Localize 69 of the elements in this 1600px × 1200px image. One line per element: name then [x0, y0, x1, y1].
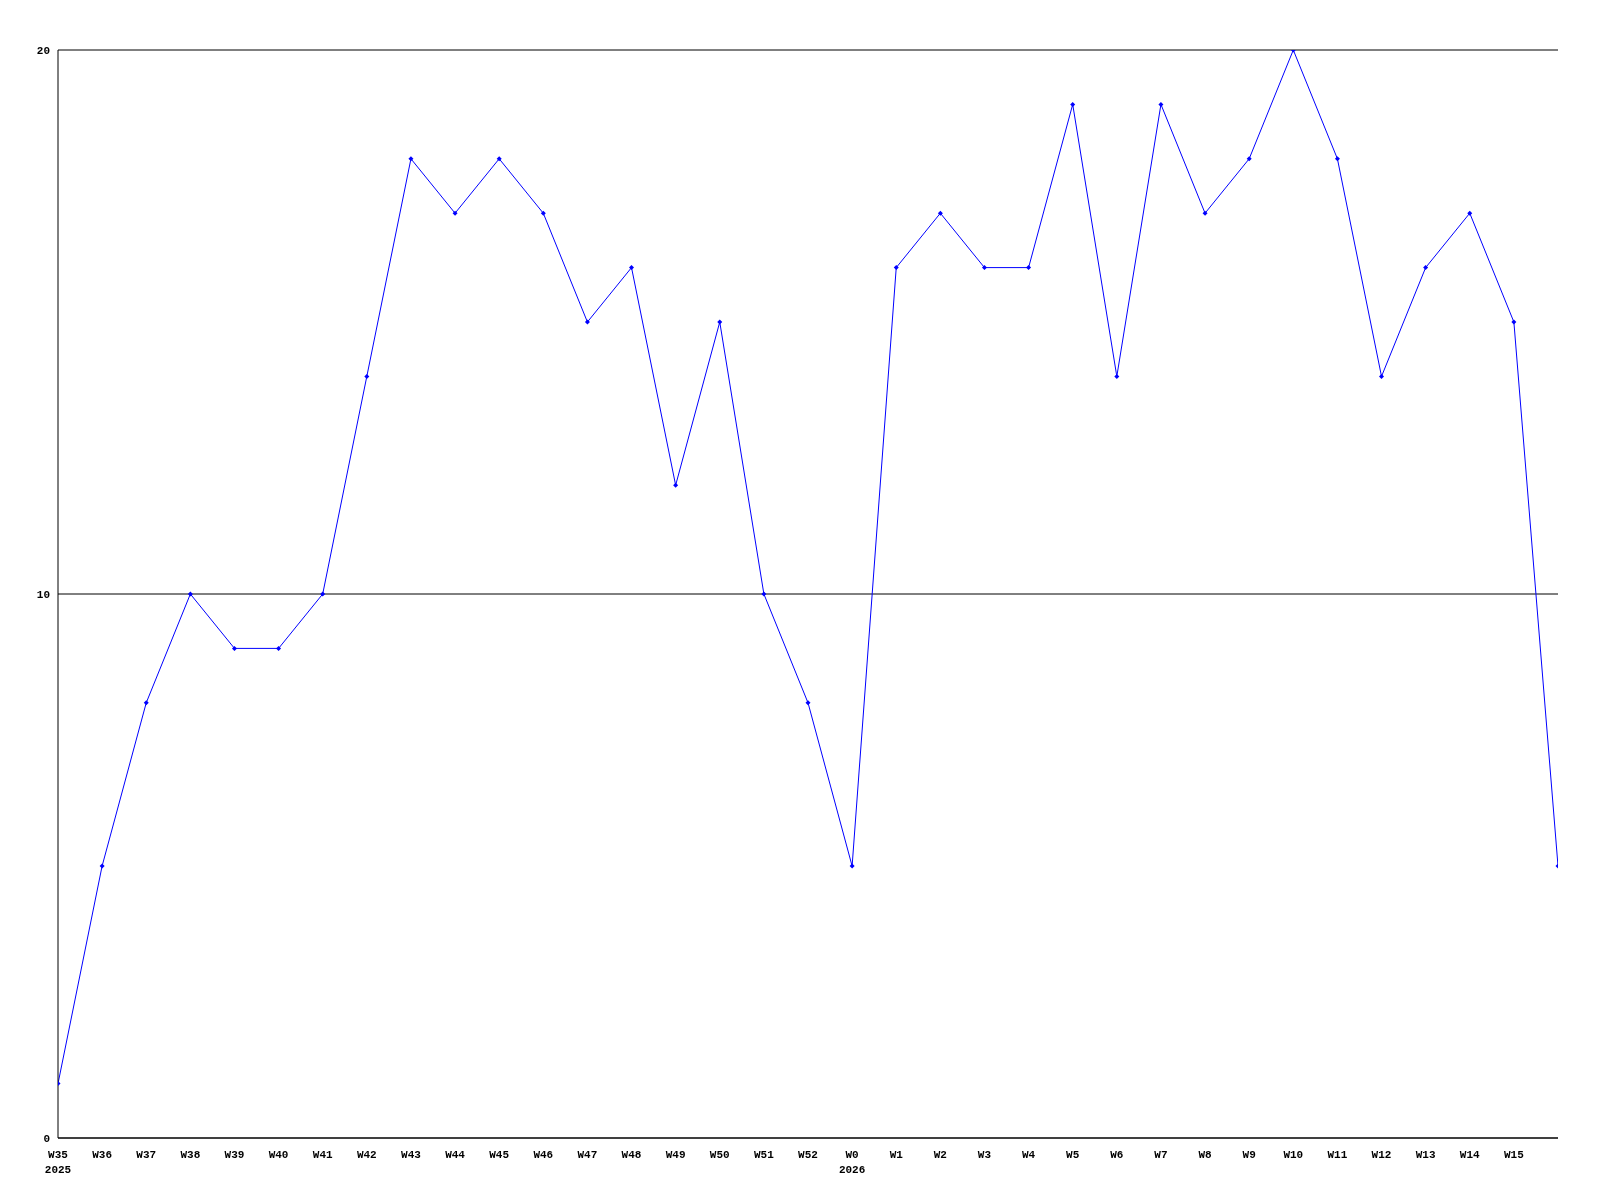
x-tick-label: W47 — [577, 1149, 598, 1161]
x-tick-label: W48 — [621, 1149, 642, 1161]
point — [1334, 156, 1340, 162]
x-tick-label: W45 — [489, 1149, 510, 1161]
point — [1511, 319, 1517, 325]
point — [1379, 373, 1385, 379]
x-tick-label: W39 — [224, 1149, 245, 1161]
x-tick-label: W6 — [1110, 1149, 1124, 1161]
point — [673, 482, 679, 488]
point — [1070, 101, 1076, 107]
x-tick-label: W41 — [312, 1149, 333, 1161]
point — [452, 210, 458, 216]
point — [364, 373, 370, 379]
x-tick-label: W2 — [933, 1149, 947, 1161]
y-tick-label: 10 — [36, 588, 50, 601]
x-tick-label: W3 — [977, 1149, 992, 1161]
x-tick-label: W36 — [92, 1149, 113, 1161]
x-tick-label: W4 — [1021, 1149, 1036, 1161]
x-tick-label: W8 — [1198, 1149, 1213, 1161]
x-tick-label: W1 — [889, 1149, 904, 1161]
x-tick-label: W51 — [753, 1149, 775, 1161]
x-tick-label: W11 — [1327, 1149, 1348, 1161]
point — [937, 210, 943, 216]
y-tick-label: 20 — [36, 44, 50, 57]
point — [276, 645, 282, 651]
point — [1246, 156, 1252, 162]
x-tick-label: W7 — [1154, 1149, 1168, 1161]
x-tick-label: W10 — [1283, 1149, 1304, 1161]
y-tick-label: 0 — [43, 1132, 50, 1145]
point — [981, 265, 987, 271]
point — [761, 591, 767, 597]
point — [496, 156, 502, 162]
point — [1202, 210, 1208, 216]
point — [717, 319, 723, 325]
point — [1114, 373, 1120, 379]
x-tick-label: W13 — [1415, 1149, 1436, 1161]
x-tick-label: W0 2026 — [838, 1149, 866, 1176]
point — [1467, 210, 1473, 216]
x-tick-label: W5 — [1066, 1149, 1080, 1161]
point — [143, 700, 149, 706]
x-tick-label: W14 — [1459, 1149, 1481, 1161]
x-tick-label: W46 — [533, 1149, 554, 1161]
x-tick-label: W38 — [180, 1149, 201, 1161]
x-tick-label: W42 — [356, 1149, 377, 1161]
point — [99, 863, 105, 869]
x-tick-label: W9 — [1242, 1149, 1256, 1161]
x-tick-label: W52 — [798, 1149, 818, 1161]
point — [320, 591, 326, 597]
point — [893, 265, 899, 271]
point — [1423, 265, 1429, 271]
x-tick-label: W44 — [445, 1149, 466, 1161]
x-tick-label: W40 — [268, 1149, 289, 1161]
x-tick-label: W15 — [1503, 1149, 1525, 1161]
x-tick-label: W50 — [709, 1149, 730, 1161]
point — [231, 645, 237, 651]
point — [1026, 265, 1032, 271]
point — [849, 863, 855, 869]
x-tick-label: W43 — [401, 1149, 422, 1161]
point — [1158, 101, 1164, 107]
x-tick-label: W37 — [136, 1149, 157, 1161]
point — [187, 591, 193, 597]
point — [629, 265, 635, 271]
x-tick-label: W35 2025 — [44, 1149, 72, 1176]
point — [805, 700, 811, 706]
point — [540, 210, 546, 216]
x-tick-label: W49 — [665, 1149, 686, 1161]
point — [584, 319, 590, 325]
point — [408, 156, 414, 162]
x-tick-label: W12 — [1371, 1149, 1392, 1161]
